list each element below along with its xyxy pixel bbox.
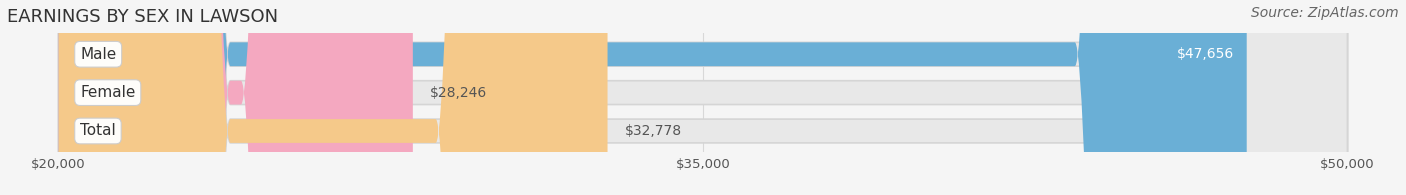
Text: Female: Female [80, 85, 135, 100]
FancyBboxPatch shape [59, 0, 1247, 195]
FancyBboxPatch shape [59, 0, 1347, 195]
Text: $47,656: $47,656 [1177, 47, 1234, 61]
Text: EARNINGS BY SEX IN LAWSON: EARNINGS BY SEX IN LAWSON [7, 8, 278, 26]
FancyBboxPatch shape [59, 0, 1347, 195]
Text: $28,246: $28,246 [430, 86, 488, 100]
Text: Total: Total [80, 123, 115, 138]
Text: Source: ZipAtlas.com: Source: ZipAtlas.com [1251, 6, 1399, 20]
FancyBboxPatch shape [59, 0, 413, 195]
Text: $32,778: $32,778 [624, 124, 682, 138]
FancyBboxPatch shape [59, 0, 1347, 195]
FancyBboxPatch shape [59, 0, 607, 195]
Text: Male: Male [80, 47, 117, 62]
